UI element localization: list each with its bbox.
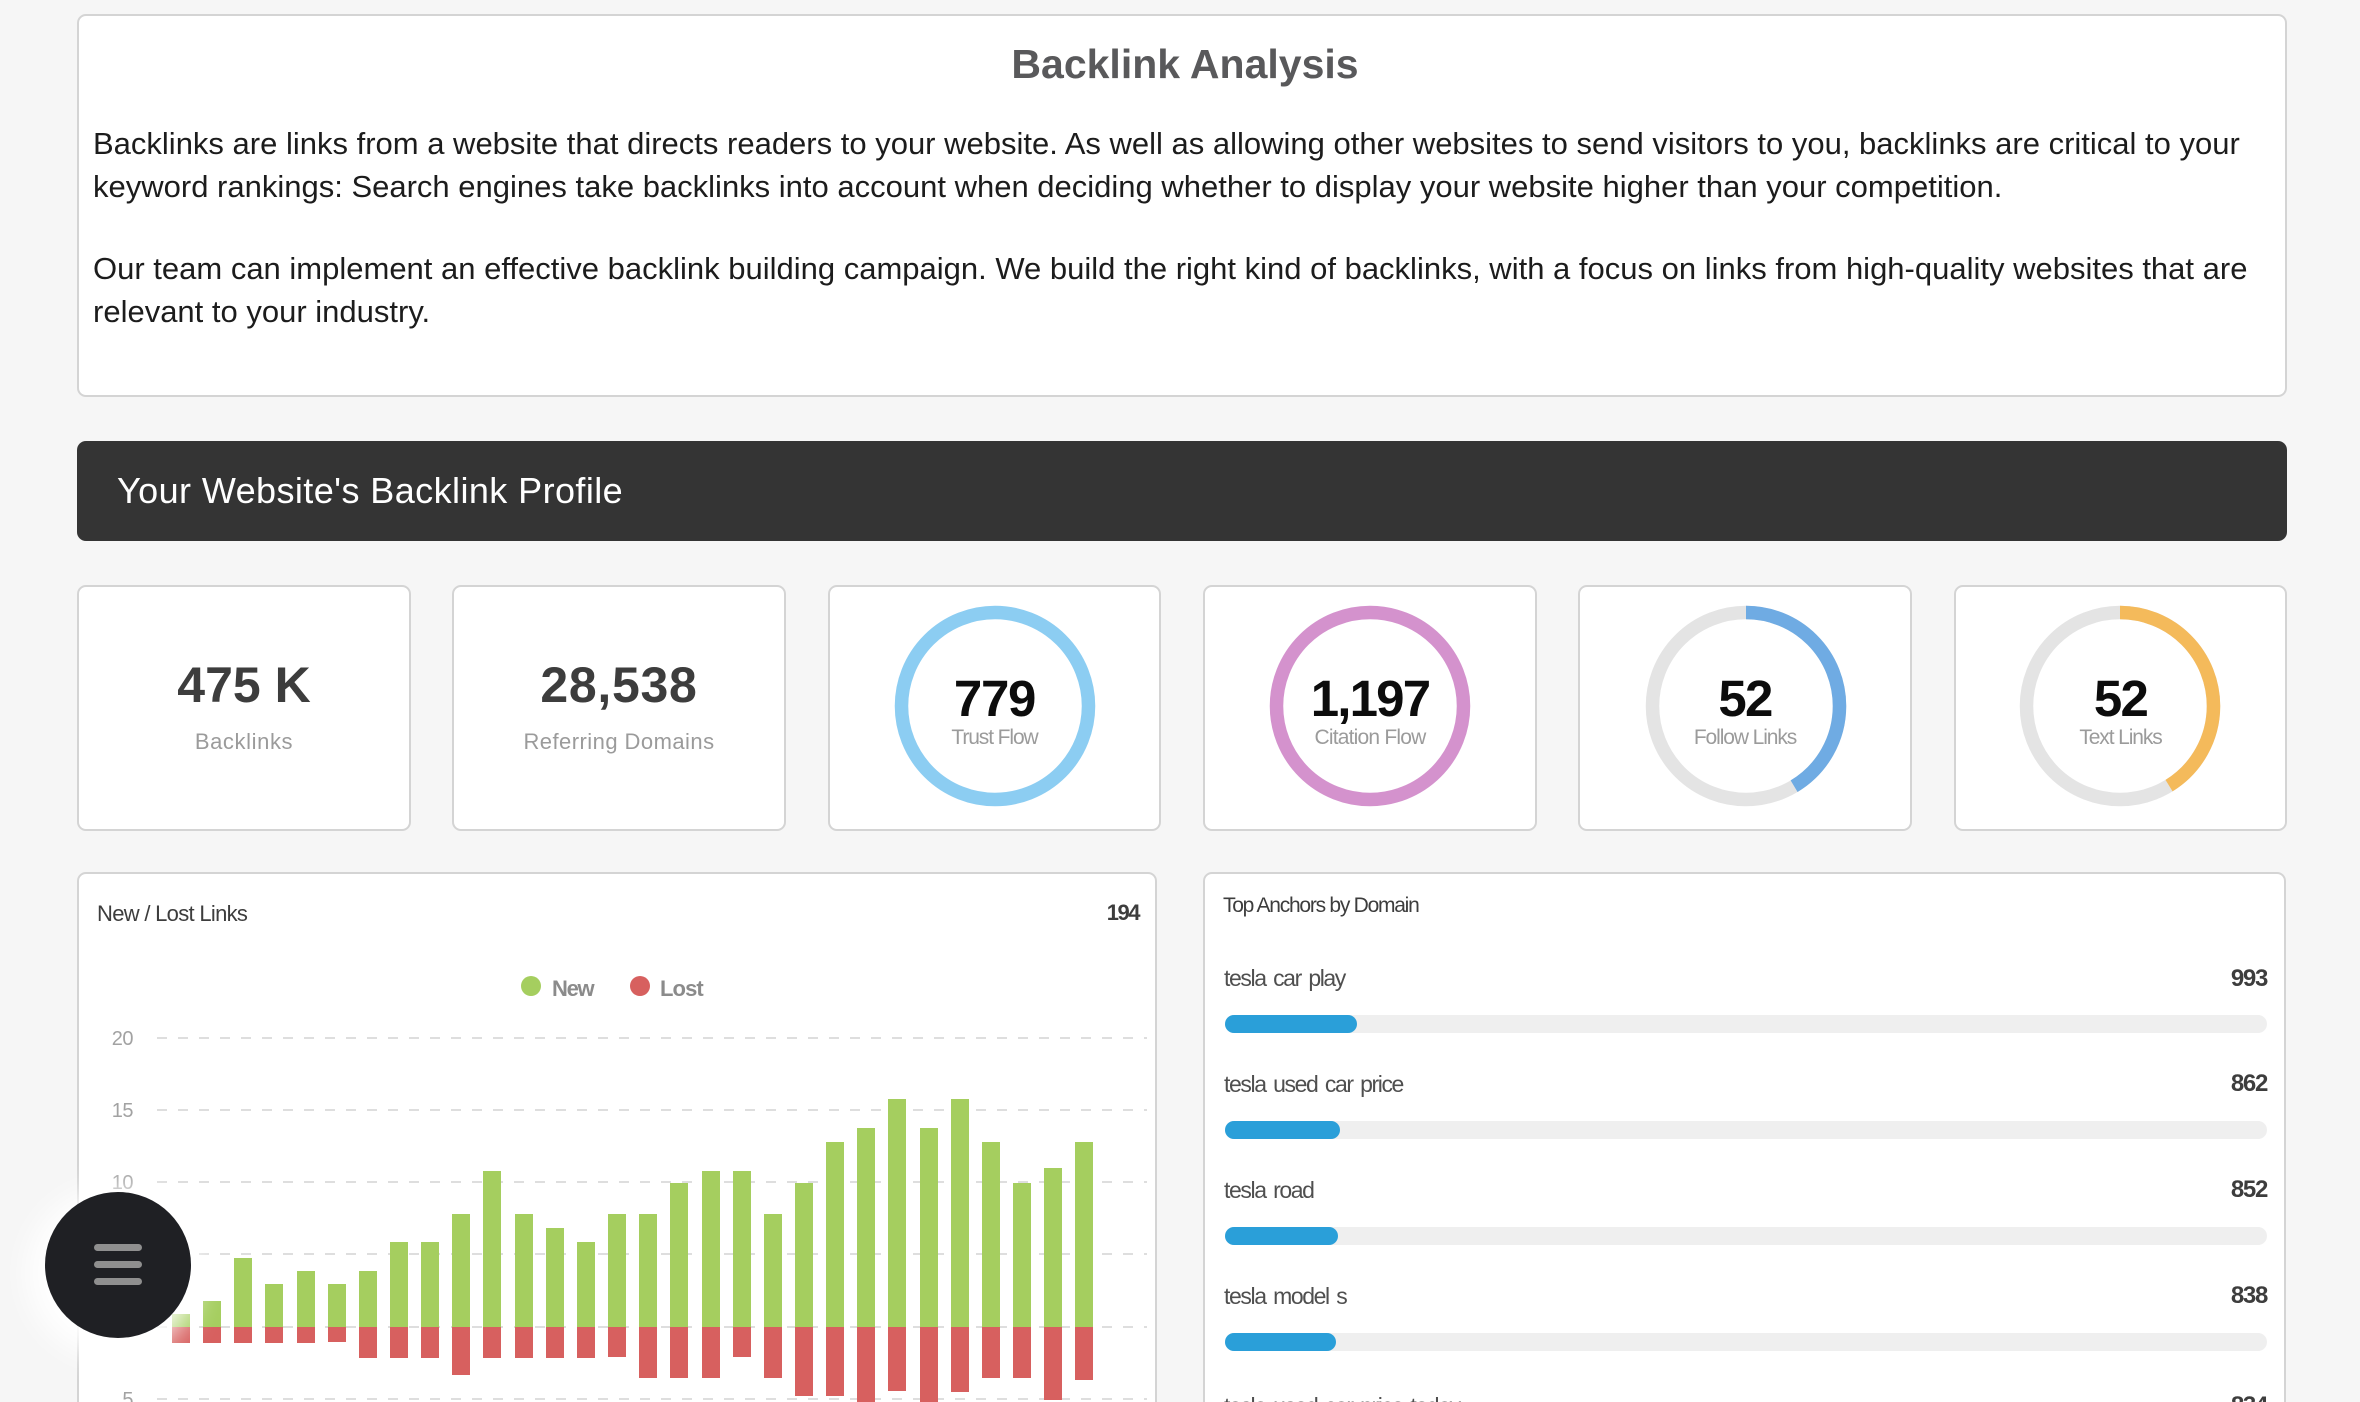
svg-text:15: 15 <box>112 1100 134 1122</box>
svg-text:5: 5 <box>122 1389 133 1402</box>
svg-text:10: 10 <box>112 1172 134 1194</box>
svg-text:20: 20 <box>112 1028 134 1050</box>
